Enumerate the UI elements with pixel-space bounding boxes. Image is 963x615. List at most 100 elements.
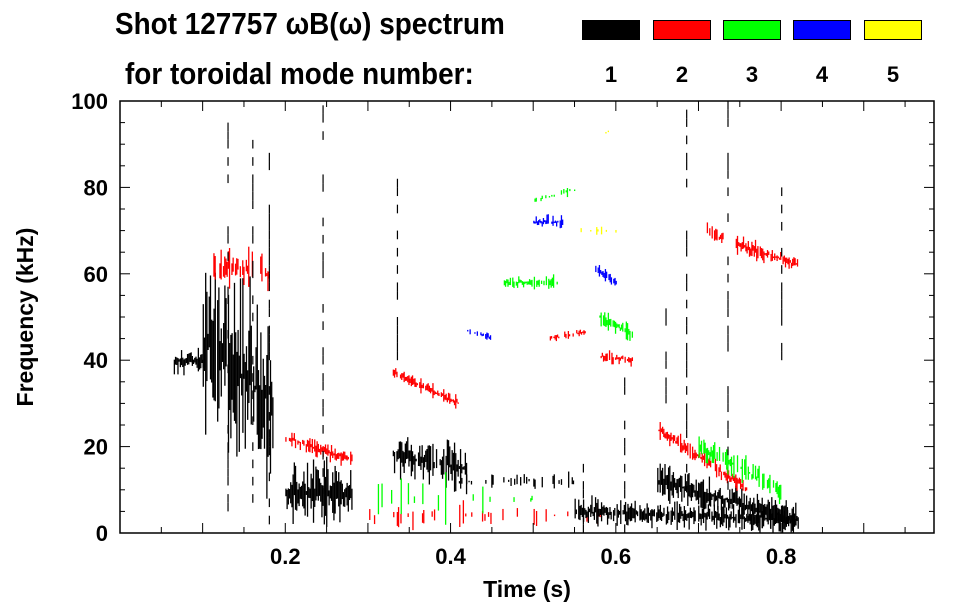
spectrum-mark-mode-1 (503, 477, 505, 483)
spectrum-spike-mode-1 (268, 412, 270, 421)
spectrum-mark-mode-1 (514, 478, 516, 485)
spectrum-mark-mode-1 (533, 478, 535, 487)
spectrum-mark-mode-1 (754, 503, 756, 514)
spectrum-mark-mode-2 (747, 241, 749, 251)
spectrum-mark-mode-2 (291, 432, 293, 447)
spectrum-mark-mode-3 (606, 320, 608, 326)
spectrum-mark-mode-3 (527, 281, 530, 285)
spectrum-mark-mode-1 (773, 505, 775, 520)
spectrum-spike-mode-1 (268, 334, 270, 343)
spectrum-mark-mode-1 (182, 357, 184, 368)
spectrum-mark-mode-1 (700, 481, 702, 508)
spectrum-mark-mode-4 (552, 215, 554, 226)
spectrum-mark-mode-1 (792, 506, 795, 533)
spectrum-mark-mode-4 (614, 277, 616, 286)
spectrum-mark-mode-3 (726, 449, 728, 470)
spectrum-mark-mode-2 (693, 453, 695, 459)
spectrum-mark-mode-1 (188, 353, 190, 365)
spectrum-mark-mode-2 (730, 477, 732, 482)
spectrum-spike-mode-1 (227, 131, 229, 140)
spectrum-mark-mode-1 (297, 489, 299, 504)
spectrum-mark-mode-1 (689, 507, 692, 518)
spectrum-mark-mode-2 (683, 439, 685, 450)
spectrum-mark-mode-1 (459, 449, 462, 479)
spectrum-mark-mode-3 (549, 280, 551, 286)
spectrum-mark-mode-2 (714, 458, 717, 472)
spectrum-mark-mode-1 (603, 505, 605, 516)
spectrum-spike-mode-1 (322, 131, 324, 140)
spectrum-mark-mode-1 (176, 357, 178, 365)
spectrum-mark-mode-1 (687, 513, 689, 518)
spectrum-mark-mode-1 (653, 509, 656, 517)
spectrum-mark-mode-1 (324, 476, 327, 516)
spectrum-mark-mode-3 (741, 458, 743, 483)
spectrum-mark-mode-1 (398, 441, 401, 459)
spectrum-mark-mode-2 (288, 437, 291, 442)
spectrum-mark-mode-2 (746, 246, 748, 254)
spectrum-mark-mode-3 (625, 321, 628, 340)
spectrum-mark-mode-1 (173, 359, 176, 375)
spectrum-mark-mode-3 (608, 319, 611, 326)
spectrum-mark-mode-2 (243, 266, 245, 286)
spectrum-spike-mode-1 (322, 425, 324, 434)
spectrum-mark-mode-4 (540, 220, 542, 224)
spectrum-spike-mode-1 (322, 234, 324, 244)
spectrum-mark-mode-3 (377, 484, 380, 515)
spectrum-spike-mode-1 (227, 157, 229, 166)
spectrum-mark-mode-1 (666, 506, 669, 524)
spectrum-mark-mode-3 (566, 188, 569, 198)
spectrum-mark-mode-2 (308, 440, 310, 452)
spectrum-mark-mode-2 (618, 357, 620, 365)
spectrum-mark-mode-1 (221, 343, 224, 362)
spectrum-mark-mode-2 (751, 241, 753, 257)
spectrum-mark-mode-3 (548, 278, 550, 289)
spectrum-mark-mode-4 (488, 336, 490, 339)
spectrum-mark-mode-1 (586, 511, 588, 518)
spectrum-mark-mode-1 (592, 511, 594, 517)
spectrum-mark-mode-2 (572, 333, 574, 337)
spectrum-mark-mode-1 (690, 483, 693, 501)
spectrum-mark-mode-3 (522, 281, 525, 288)
spectrum-mark-mode-1 (316, 469, 318, 497)
spectrum-mark-mode-1 (713, 504, 716, 525)
spectrum-spike-mode-1 (252, 390, 254, 400)
spectrum-mark-mode-2 (302, 439, 304, 445)
spectrum-mark-mode-4 (481, 334, 483, 337)
spectrum-mark-mode-2 (450, 398, 452, 403)
spectrum-mark-mode-1 (627, 503, 629, 526)
spectrum-spike-mode-1 (396, 247, 399, 257)
spectrum-mark-mode-4 (553, 221, 555, 224)
spectrum-mark-mode-2 (484, 514, 486, 521)
spectrum-mark-mode-1 (670, 481, 672, 491)
spectrum-mark-mode-1 (658, 480, 660, 485)
spectrum-mark-mode-1 (697, 482, 700, 505)
spectrum-mark-mode-1 (568, 471, 570, 488)
spectrum-spike-mode-1 (227, 252, 229, 261)
spectrum-mark-mode-2 (411, 375, 414, 385)
spectrum-spike-mode-1 (727, 170, 729, 179)
spectrum-mark-mode-3 (754, 465, 757, 480)
spectrum-mark-mode-2 (457, 402, 459, 404)
spectrum-mark-mode-1 (648, 512, 651, 516)
spectrum-spike-mode-1 (727, 101, 729, 110)
spectrum-mark-mode-1 (213, 308, 215, 401)
spectrum-mark-mode-1 (253, 366, 255, 422)
spectrum-mark-mode-1 (397, 449, 399, 460)
spectrum-mark-mode-1 (620, 500, 622, 525)
spectrum-mark-mode-2 (708, 457, 711, 466)
y-tick-label: 80 (84, 175, 108, 200)
spectrum-mark-mode-1 (706, 511, 708, 520)
spectrum-mark-mode-3 (515, 281, 518, 286)
spectrum-mark-mode-5 (597, 229, 599, 232)
spectrum-spike-mode-1 (268, 446, 270, 456)
spectrum-mark-mode-1 (244, 362, 246, 449)
spectrum-mark-mode-2 (347, 456, 349, 460)
spectrum-mark-mode-4 (602, 271, 604, 277)
spectrum-mark-mode-2 (759, 246, 761, 256)
spectrum-mark-mode-1 (743, 516, 746, 529)
spectrum-mark-mode-2 (788, 257, 790, 269)
spectrum-mark-mode-2 (579, 329, 582, 334)
spectrum-mark-mode-2 (776, 255, 778, 262)
spectrum-mark-mode-1 (742, 502, 744, 514)
spectrum-mark-mode-2 (426, 384, 428, 391)
